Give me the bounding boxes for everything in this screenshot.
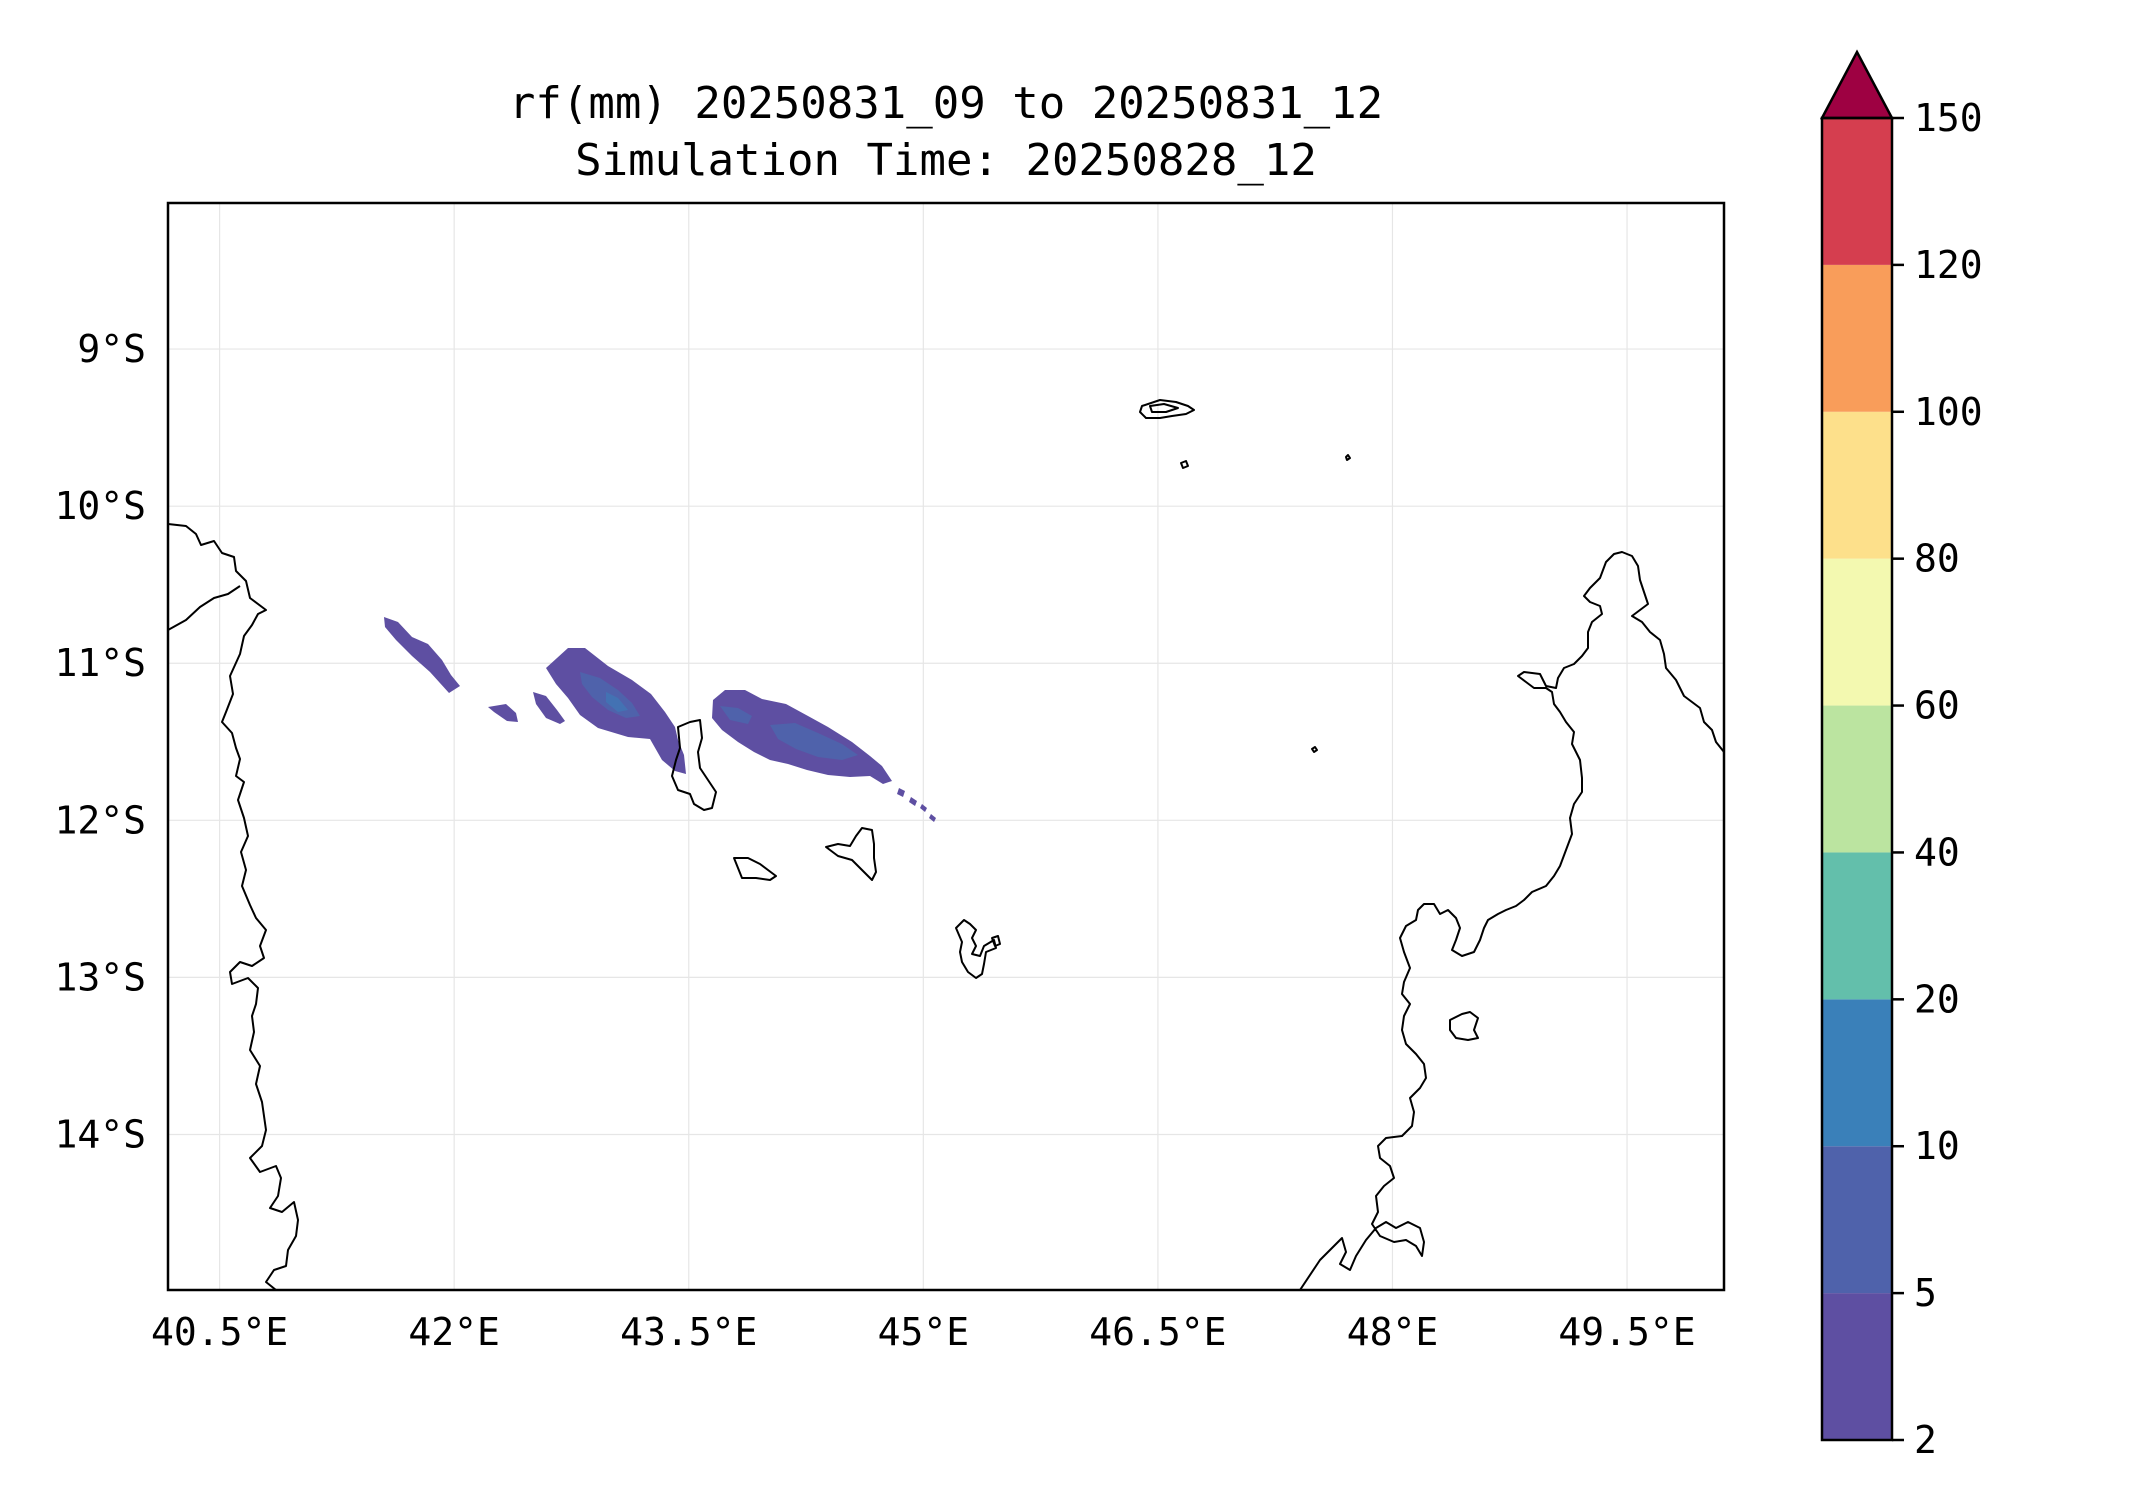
colorbar-tick-label: 2 <box>1914 1418 1937 1462</box>
coastline-nosy-be <box>1449 1011 1479 1041</box>
colorbar-segment <box>1822 705 1892 853</box>
colorbar-segment <box>1822 852 1892 1000</box>
colorbar: 2 5 10 20 40 60 80 100 120 150 <box>1819 49 1983 1462</box>
rain-cell-northwest <box>384 617 460 693</box>
colorbar-tick-label: 80 <box>1914 537 1960 581</box>
coastline-anjouan <box>825 827 877 881</box>
map-frame <box>166 201 1726 1292</box>
coastlines <box>168 399 1724 1290</box>
colorbar-segment <box>1822 264 1892 412</box>
lat-tick-label: 9°S <box>77 327 146 371</box>
lat-tick-label: 10°S <box>54 484 146 528</box>
lat-tick-label: 12°S <box>54 798 146 842</box>
colorbar-tick-label: 40 <box>1914 830 1960 874</box>
coastline-aldabra <box>1139 399 1195 419</box>
colorbar-tick-label: 20 <box>1914 977 1960 1021</box>
coastline-assumption <box>1180 460 1189 469</box>
longitude-ticks: 40.5°E 42°E 43.5°E 45°E 46.5°E 48°E 49.5°E <box>151 1310 1696 1354</box>
rain-fleck-2 <box>909 797 917 806</box>
lon-tick-label: 49.5°E <box>1558 1310 1695 1354</box>
coastline-madagascar <box>1299 551 1724 1290</box>
coastline-moheli <box>733 857 777 881</box>
colorbar-tick-label: 10 <box>1914 1124 1960 1168</box>
lon-tick-label: 42°E <box>408 1310 500 1354</box>
colorbar-tick-label: 120 <box>1914 243 1983 287</box>
colorbar-segment <box>1822 558 1892 706</box>
rain-core-east-2 <box>720 706 752 724</box>
coastline-grande-comore <box>671 719 717 811</box>
coastline-astove <box>1345 454 1351 461</box>
lon-tick-label: 40.5°E <box>151 1310 288 1354</box>
lat-tick-label: 13°S <box>54 955 146 999</box>
colorbar-tick-label: 100 <box>1914 390 1983 434</box>
colorbar-segment <box>1822 999 1892 1147</box>
colorbar-segment <box>1822 1146 1892 1294</box>
colorbar-segment <box>1822 1293 1892 1440</box>
rainfall-field-10-20 <box>606 692 628 712</box>
coastline-africa-north <box>168 585 241 631</box>
colorbar-frame <box>1820 116 1894 1442</box>
colorbar-tick-label: 60 <box>1914 684 1960 728</box>
colorbar-segment <box>1822 118 1892 265</box>
lon-tick-label: 43.5°E <box>620 1310 757 1354</box>
latitude-ticks: 9°S 10°S 11°S 12°S 13°S 14°S <box>54 327 146 1156</box>
colorbar-tick-label: 5 <box>1914 1271 1937 1315</box>
rain-cell-west-small <box>488 704 518 722</box>
rain-peak <box>606 692 628 712</box>
coastline-glorioso <box>1311 746 1318 753</box>
chart-title-line1: rf(mm) 20250831_09 to 20250831_12 <box>509 78 1383 129</box>
rain-core-east <box>770 723 858 760</box>
rain-fleck-3 <box>920 804 927 812</box>
lat-tick-label: 14°S <box>54 1112 146 1156</box>
rain-fleck-4 <box>929 814 936 822</box>
chart-title-line2: Simulation Time: 20250828_12 <box>575 135 1317 186</box>
rain-fleck-1 <box>897 788 905 797</box>
map-panel: 40.5°E 42°E 43.5°E 45°E 46.5°E 48°E 49.5°E 9°S… <box>54 201 1726 1354</box>
lon-tick-label: 45°E <box>878 1310 970 1354</box>
map-background <box>168 203 1724 1290</box>
lat-tick-label: 11°S <box>54 641 146 685</box>
rain-cell-west <box>533 692 565 724</box>
coastline-africa <box>168 523 299 1290</box>
lon-tick-label: 46.5°E <box>1089 1310 1226 1354</box>
lon-tick-label: 48°E <box>1347 1310 1439 1354</box>
coastline-mayotte-islet <box>991 935 1001 947</box>
colorbar-tick-label: 150 <box>1914 96 1983 140</box>
colorbar-segment <box>1822 411 1892 559</box>
gridlines <box>168 203 1724 1290</box>
colorbar-extend-arrow <box>1819 49 1895 120</box>
